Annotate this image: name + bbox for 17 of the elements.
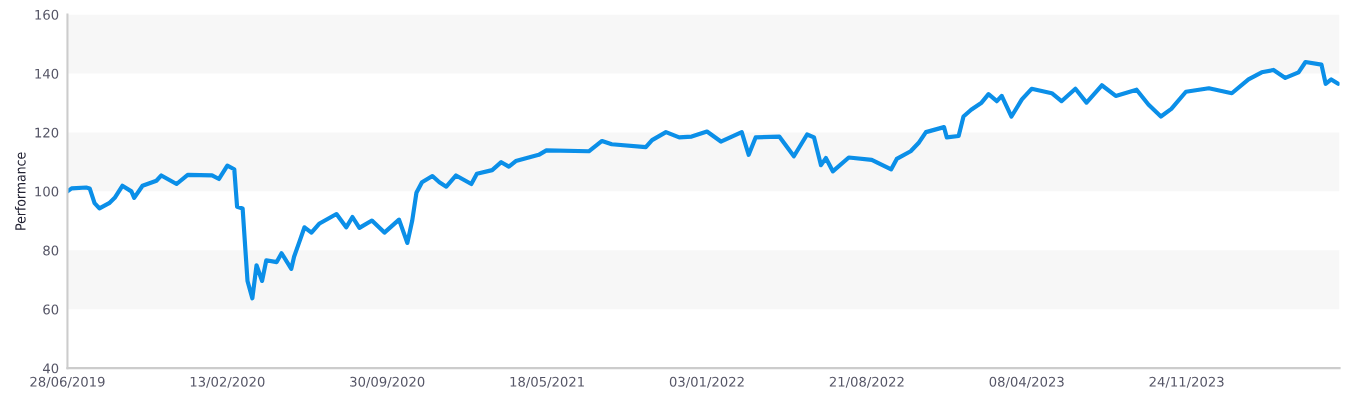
y-tick-label: 60: [43, 304, 59, 315]
line-series: [67, 59, 1340, 301]
y-axis-title: Performance: [14, 152, 26, 230]
x-tick-label: 21/08/2022: [829, 376, 904, 388]
y-tick-label: 160: [35, 9, 59, 20]
y-tick-label: 120: [35, 127, 59, 138]
x-tick-label: 24/11/2023: [1149, 376, 1224, 388]
y-tick-label: 100: [35, 186, 59, 197]
x-tick-label: 28/06/2019: [30, 376, 105, 388]
x-tick-label: 08/04/2023: [989, 376, 1064, 388]
y-tick-label: 140: [35, 68, 59, 79]
y-tick-label: 40: [42, 363, 59, 374]
x-tick-label: 03/01/2022: [669, 376, 744, 388]
x-tick-label: 30/09/2020: [350, 376, 425, 388]
x-tick-label: 13/02/2020: [190, 376, 265, 388]
y-tick-label: 80: [43, 245, 59, 256]
x-tick-label: 18/05/2021: [510, 376, 584, 388]
